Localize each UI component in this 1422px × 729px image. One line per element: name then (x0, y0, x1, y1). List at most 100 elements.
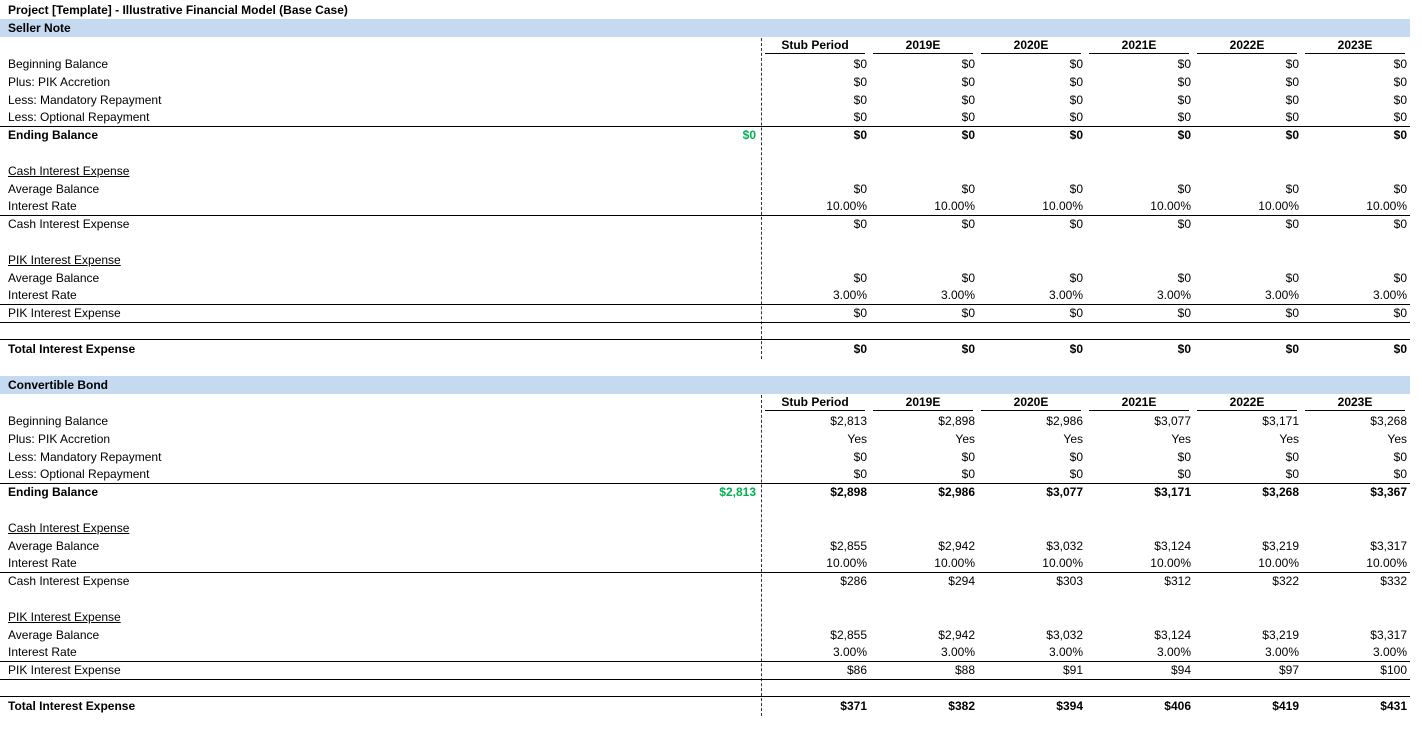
table-cell: $0 (961, 110, 975, 124)
row-label: Less: Mandatory Repayment (8, 93, 162, 107)
row-label: Less: Optional Repayment (8, 467, 150, 481)
table-cell: $3,124 (1154, 628, 1191, 642)
period-header-underline (1305, 53, 1405, 54)
table-cell: $0 (961, 182, 975, 196)
table-cell: 3.00% (940, 645, 975, 659)
table-cell: $0 (1285, 128, 1299, 142)
period-header-underline (873, 53, 973, 54)
table-cell: $0 (1393, 182, 1407, 196)
row-separator (0, 215, 1410, 216)
table-cell: Yes (847, 432, 867, 446)
table-cell: $0 (1285, 217, 1299, 231)
table-cell: $3,317 (1370, 628, 1407, 642)
section-title: Seller Note (8, 21, 71, 35)
table-cell: $0 (1069, 75, 1083, 89)
table-cell: $0 (1393, 217, 1407, 231)
table-cell: $3,367 (1370, 485, 1407, 499)
table-cell: $0 (1285, 450, 1299, 464)
period-header: 2023E (1337, 38, 1373, 52)
table-cell: $0 (1393, 467, 1407, 481)
opening-balance: $2,813 (719, 485, 756, 499)
table-cell: $86 (846, 663, 867, 677)
row-label: Average Balance (8, 539, 100, 553)
period-header: 2019E (905, 38, 941, 52)
table-cell: $0 (1177, 450, 1191, 464)
table-cell: $294 (948, 574, 975, 588)
table-cell: $0 (1393, 110, 1407, 124)
table-cell: $0 (1177, 271, 1191, 285)
period-header-underline (1089, 53, 1189, 54)
table-cell: $0 (1285, 342, 1299, 356)
row-label: Ending Balance (8, 128, 99, 142)
table-cell: $0 (1177, 93, 1191, 107)
row-separator (0, 661, 1410, 662)
table-cell: $0 (1285, 110, 1299, 124)
table-cell: $0 (1285, 467, 1299, 481)
table-cell: $0 (1177, 110, 1191, 124)
table-cell: $97 (1278, 663, 1299, 677)
table-cell: $0 (1069, 110, 1083, 124)
table-cell: 10.00% (934, 556, 975, 570)
row-label: Average Balance (8, 182, 100, 196)
table-cell: $3,124 (1154, 539, 1191, 553)
table-cell: 3.00% (1156, 645, 1191, 659)
table-cell: $0 (1393, 128, 1407, 142)
row-label: Interest Rate (8, 288, 77, 302)
table-cell: $0 (1069, 128, 1083, 142)
table-cell: $332 (1380, 574, 1407, 588)
table-cell: $0 (961, 93, 975, 107)
table-cell: $0 (1285, 306, 1299, 320)
section-header-band: Seller Note (0, 19, 1410, 37)
table-cell: $2,942 (938, 539, 975, 553)
table-cell: $0 (853, 57, 867, 71)
period-header-underline (981, 410, 1081, 411)
table-cell: $3,171 (1154, 485, 1191, 499)
table-cell: $2,855 (830, 539, 867, 553)
row-label: Total Interest Expense (8, 342, 136, 356)
table-cell: $0 (853, 450, 867, 464)
period-header: 2022E (1229, 395, 1265, 409)
table-cell: $0 (853, 271, 867, 285)
table-cell: $0 (1177, 182, 1191, 196)
table-cell: $0 (961, 450, 975, 464)
table-cell: $0 (853, 110, 867, 124)
table-cell: 10.00% (934, 199, 975, 213)
table-cell: $0 (1177, 342, 1191, 356)
page-title: Project [Template] - Illustrative Financ… (8, 3, 348, 17)
row-label: Cash Interest Expense (8, 217, 130, 231)
row-separator (0, 572, 1410, 573)
table-cell: 10.00% (826, 199, 867, 213)
table-cell: $0 (853, 128, 867, 142)
table-cell: $0 (1069, 306, 1083, 320)
table-cell: $419 (1272, 699, 1299, 713)
table-cell: 10.00% (1042, 199, 1083, 213)
table-cell: $0 (1069, 271, 1083, 285)
table-cell: $91 (1062, 663, 1083, 677)
table-cell: 3.00% (940, 288, 975, 302)
period-header: Stub Period (781, 395, 849, 409)
table-cell: $0 (1177, 306, 1191, 320)
table-cell: 3.00% (1372, 645, 1407, 659)
table-cell: $0 (853, 306, 867, 320)
table-cell: 3.00% (832, 288, 867, 302)
period-header: 2021E (1121, 395, 1157, 409)
table-cell: $322 (1272, 574, 1299, 588)
row-label: Less: Optional Repayment (8, 110, 150, 124)
row-label: PIK Interest Expense (8, 253, 121, 267)
table-cell: 10.00% (1366, 199, 1407, 213)
table-cell: $0 (1393, 75, 1407, 89)
row-separator (0, 696, 1410, 697)
table-cell: $88 (954, 663, 975, 677)
table-cell: $0 (853, 342, 867, 356)
table-cell: $0 (1393, 450, 1407, 464)
period-header-underline (765, 53, 865, 54)
row-label: PIK Interest Expense (8, 663, 121, 677)
table-cell: $3,032 (1046, 539, 1083, 553)
period-header: 2019E (905, 395, 941, 409)
period-header: 2020E (1013, 395, 1049, 409)
table-cell: $94 (1170, 663, 1191, 677)
table-cell: $0 (1069, 182, 1083, 196)
opening-balance: $0 (742, 128, 756, 142)
table-cell: $0 (853, 217, 867, 231)
